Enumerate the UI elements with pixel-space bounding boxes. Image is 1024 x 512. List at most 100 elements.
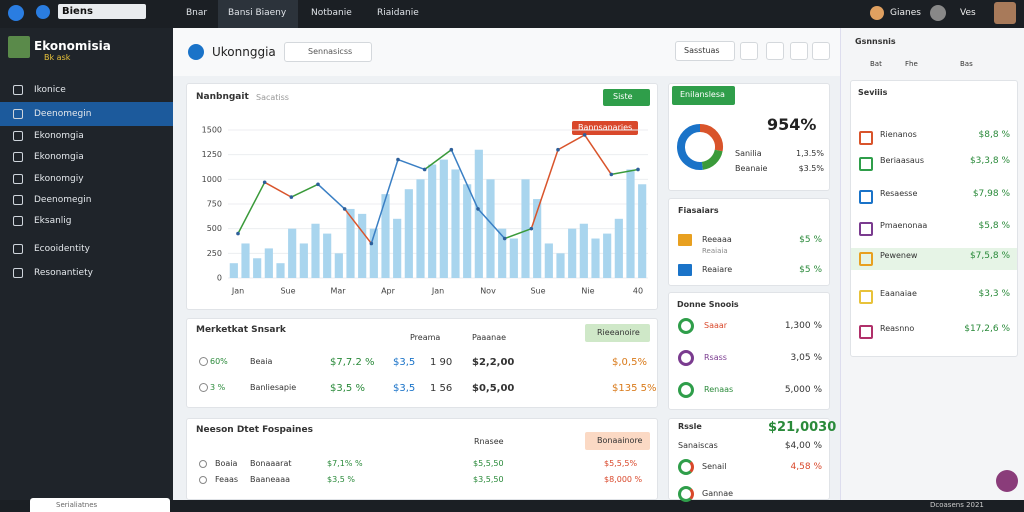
bar bbox=[591, 238, 600, 278]
line-point bbox=[262, 180, 267, 185]
cell: 60% bbox=[210, 357, 228, 366]
cell: $3,5 % bbox=[327, 475, 355, 484]
icon-btn[interactable] bbox=[812, 42, 830, 60]
icon-btn[interactable] bbox=[790, 42, 808, 60]
tab[interactable]: Bat bbox=[870, 60, 882, 68]
line-point bbox=[529, 226, 534, 231]
bar bbox=[381, 194, 390, 278]
brand-box bbox=[58, 4, 146, 19]
panel-title: Merketkat Snsark bbox=[196, 325, 286, 335]
line-segment bbox=[424, 149, 452, 171]
cell: $3,5 bbox=[393, 357, 416, 368]
nav-item[interactable]: Resonantiety bbox=[34, 268, 93, 278]
bar bbox=[521, 179, 530, 278]
line-segment bbox=[504, 227, 532, 240]
nav-icon[interactable] bbox=[13, 244, 23, 254]
ring-icon bbox=[678, 486, 694, 502]
search-text: Sennasicss bbox=[308, 47, 353, 56]
bar bbox=[253, 258, 262, 278]
bar bbox=[544, 243, 553, 278]
nav-icon[interactable] bbox=[13, 85, 23, 95]
row-icon bbox=[199, 383, 208, 392]
bar bbox=[509, 238, 518, 278]
btn[interactable] bbox=[603, 89, 650, 106]
chat-btn[interactable] bbox=[996, 470, 1018, 492]
btn[interactable] bbox=[585, 432, 650, 450]
y-tick-label: 1500 bbox=[202, 126, 222, 135]
bar bbox=[241, 243, 250, 278]
logo-icon bbox=[36, 5, 50, 19]
nav-item[interactable]: Ecooidentity bbox=[34, 244, 90, 254]
row-label: Saaar bbox=[704, 321, 728, 330]
cell: $135 5% bbox=[612, 383, 657, 394]
ring-icon bbox=[678, 318, 694, 334]
user-icon bbox=[870, 6, 884, 20]
bar bbox=[486, 179, 495, 278]
panel-title: Rssle bbox=[678, 422, 702, 431]
nav-item[interactable]: Deenomegin bbox=[34, 109, 92, 119]
bar bbox=[358, 213, 367, 278]
line-segment bbox=[344, 208, 372, 244]
tab[interactable]: Fhe bbox=[905, 60, 918, 68]
line-point bbox=[369, 241, 374, 246]
sidebar-title: Ekonomisia bbox=[34, 39, 111, 53]
cell: $3,5 % bbox=[330, 383, 365, 394]
nav-icon[interactable] bbox=[13, 174, 23, 184]
tab[interactable]: Notbanie bbox=[311, 8, 352, 18]
footer-search[interactable] bbox=[30, 498, 170, 512]
nav-item[interactable]: Deenomegin bbox=[34, 195, 92, 205]
nav-item[interactable]: Ekonomgia bbox=[34, 131, 84, 141]
nav-icon[interactable] bbox=[13, 109, 23, 119]
row-value: 5,000 % bbox=[784, 385, 822, 395]
row-value: 1,3.5% bbox=[796, 149, 824, 158]
donut-slice bbox=[699, 124, 723, 152]
brand: Biens bbox=[62, 6, 93, 17]
panel-subtitle: Seviiis bbox=[858, 88, 888, 97]
header-btn-text: Sasstuas bbox=[684, 46, 720, 55]
bar bbox=[416, 179, 425, 278]
cell: $5,5,5% bbox=[604, 459, 638, 468]
nav-icon[interactable] bbox=[13, 216, 23, 226]
bar bbox=[498, 228, 507, 278]
tab[interactable]: Bnar bbox=[186, 8, 208, 18]
row-icon bbox=[199, 476, 207, 484]
line-point bbox=[342, 207, 347, 211]
nav-item[interactable]: Ekonomgiy bbox=[34, 174, 84, 184]
panel-subtitle: Sacatiss bbox=[256, 93, 289, 102]
search-box[interactable] bbox=[284, 42, 372, 62]
tab[interactable]: Riaidanie bbox=[377, 8, 419, 18]
nav-icon[interactable] bbox=[13, 195, 23, 205]
row-value: $5,8 % bbox=[978, 221, 1010, 231]
row-value: 4,58 % bbox=[790, 462, 822, 472]
bar bbox=[463, 184, 472, 278]
bar bbox=[626, 169, 635, 278]
nav-icon[interactable] bbox=[13, 152, 23, 162]
tab[interactable]: Bas bbox=[960, 60, 973, 68]
top-label: Ves bbox=[960, 8, 976, 18]
nav-item[interactable]: Eksanlig bbox=[34, 216, 72, 226]
header-btn[interactable] bbox=[675, 41, 735, 61]
btn[interactable] bbox=[585, 324, 650, 342]
row-icon bbox=[859, 131, 873, 145]
nav-icon[interactable] bbox=[13, 268, 23, 278]
donut-btn[interactable] bbox=[672, 86, 735, 105]
sidebar-avatar bbox=[8, 36, 30, 58]
bar bbox=[428, 164, 437, 278]
bar bbox=[323, 233, 332, 278]
nav-item[interactable]: Ekonomgia bbox=[34, 152, 84, 162]
icon-btn[interactable] bbox=[766, 42, 784, 60]
row-icon bbox=[859, 252, 873, 266]
bar bbox=[299, 243, 308, 278]
nav-icon[interactable] bbox=[13, 131, 23, 141]
icon-btn[interactable] bbox=[740, 42, 758, 60]
nav-item[interactable]: Ikonice bbox=[34, 85, 66, 95]
sale-panel bbox=[668, 418, 830, 500]
tab[interactable]: Bansi Biaeny bbox=[228, 8, 287, 18]
panel-title: Gsnnsnis bbox=[855, 37, 896, 46]
user-name: Gianes bbox=[890, 8, 921, 18]
footer-bar bbox=[0, 500, 1024, 512]
line-point bbox=[422, 167, 427, 172]
row-value: $3,3 % bbox=[978, 289, 1010, 299]
x-tick-label: Nov bbox=[480, 287, 496, 296]
row-label: Gannae bbox=[702, 489, 734, 498]
